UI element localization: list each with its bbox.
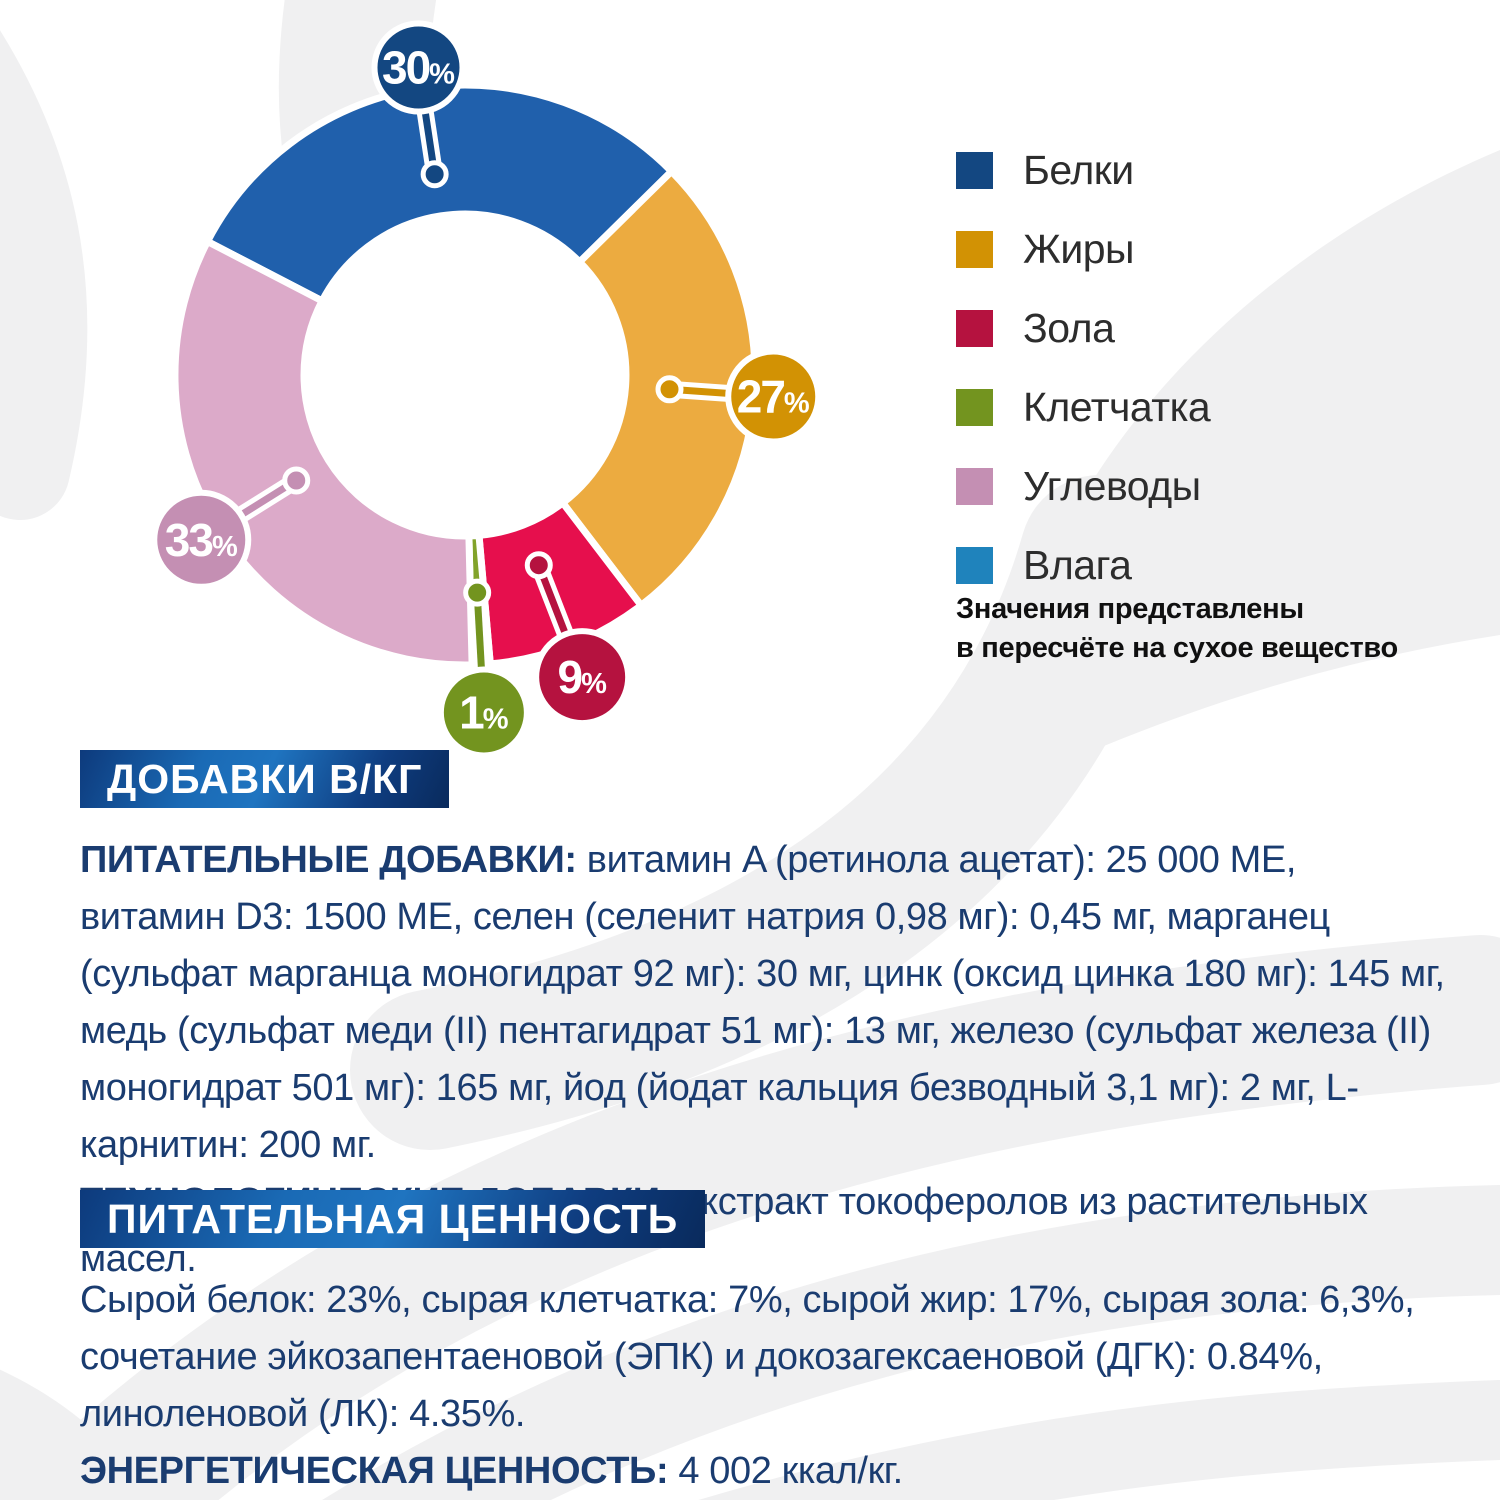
callout-bubble xyxy=(437,666,530,759)
legend-label: Зола xyxy=(1023,305,1115,351)
callout-value-label: 1% xyxy=(459,686,509,738)
callout-dot xyxy=(524,551,553,580)
legend-item: Клетчатка xyxy=(956,384,1211,430)
section-nutrition: ПИТАТЕЛЬНАЯ ЦЕННОСТЬ Сырой белок: 23%, с… xyxy=(80,1190,1450,1500)
legend-swatch-vlaga xyxy=(956,546,993,584)
donut-slice-4 xyxy=(171,236,476,669)
legend-label: Клетчатка xyxy=(1023,384,1211,430)
legend-note-line1: Значения представлены xyxy=(956,593,1304,625)
callout-value-label: 30% xyxy=(382,41,455,93)
donut-hole xyxy=(306,216,624,534)
nutritional-additives-text: витамин A (ретинола ацетат): 25 000 МЕ, … xyxy=(80,839,1445,1166)
callout-bubble xyxy=(725,348,822,445)
callout-value-label: 9% xyxy=(557,651,607,703)
legend-item: Зола xyxy=(956,305,1210,351)
callout-dot xyxy=(282,466,311,495)
section-header-nutrition: ПИТАТЕЛЬНАЯ ЦЕННОСТЬ xyxy=(80,1190,706,1248)
legend-label: Жиры xyxy=(1023,226,1135,272)
callout-dot xyxy=(655,375,684,404)
legend-swatch-zhiry xyxy=(956,230,993,268)
nutrition-energy-paragraph: ЭНЕРГЕТИЧЕСКАЯ ЦЕННОСТЬ: 4 002 ккал/кг. xyxy=(80,1443,1450,1500)
callout-0: 30% xyxy=(371,20,466,189)
legend-note: Значения представлены в пересчёте на сух… xyxy=(956,590,1398,668)
legend-label: Углеводы xyxy=(1023,463,1201,509)
legend-item: Белки xyxy=(956,147,1210,193)
legend-swatch-uglevody xyxy=(956,467,993,505)
callout-dot xyxy=(463,578,492,607)
callout-value-label: 27% xyxy=(737,371,810,423)
nutrition-analysis-text: Сырой белок: 23%, сырая клетчатка: 7%, с… xyxy=(80,1279,1415,1435)
section-header-additives: ДОБАВКИ В/КГ xyxy=(80,750,450,808)
legend-item: Влага xyxy=(956,542,1210,588)
legend-note-line2: в пересчёте на сухое вещество xyxy=(956,632,1398,664)
callout-bubble xyxy=(151,489,252,590)
legend-item: Углеводы xyxy=(956,463,1210,509)
callout-2: 9% xyxy=(524,551,632,727)
callout-bubble xyxy=(371,20,466,115)
callout-dot xyxy=(420,160,449,189)
callout-bubble xyxy=(533,628,632,727)
callout-value-label: 33% xyxy=(165,514,238,566)
legend-swatch-kletchatka xyxy=(956,388,993,426)
legend-swatch-zola xyxy=(956,309,993,347)
legend: Белки Жиры Зола Клетчатка Углеводы Влага xyxy=(956,147,1211,588)
legend-label: Белки xyxy=(1023,147,1134,193)
nutritional-additives-label: ПИТАТЕЛЬНЫЕ ДОБАВКИ: xyxy=(80,839,577,881)
legend-label: Влага xyxy=(1023,542,1132,588)
callout-4: 33% xyxy=(151,466,311,590)
donut-slice-0 xyxy=(202,81,677,306)
additives-nutritional-paragraph: ПИТАТЕЛЬНЫЕ ДОБАВКИ: витамин A (ретинола… xyxy=(80,832,1450,1174)
energy-text: 4 002 ккал/кг. xyxy=(678,1450,903,1492)
energy-label: ЭНЕРГЕТИЧЕСКАЯ ЦЕННОСТЬ: xyxy=(80,1450,669,1492)
legend-swatch-belki xyxy=(956,151,993,189)
legend-item: Жиры xyxy=(956,226,1210,272)
callout-1: 27% xyxy=(655,348,822,445)
callout-3: 1% xyxy=(437,578,530,759)
nutrition-analysis-paragraph: Сырой белок: 23%, сырая клетчатка: 7%, с… xyxy=(80,1272,1450,1443)
